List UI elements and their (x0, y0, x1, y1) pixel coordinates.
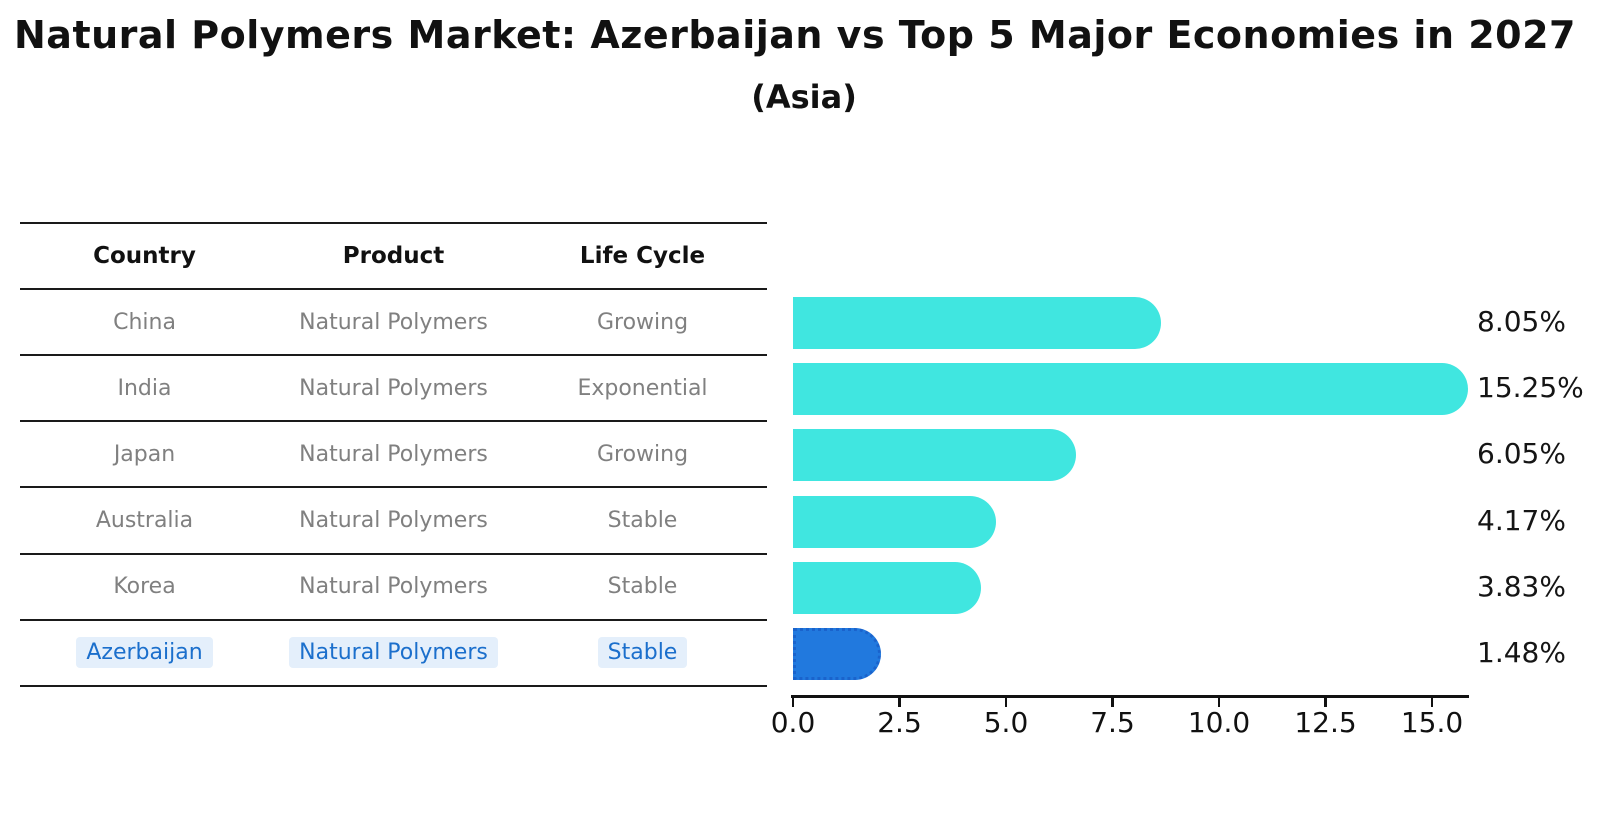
x-tick-mark-15.0 (1430, 697, 1434, 707)
x-tick-mark-2.5 (898, 697, 901, 707)
cell-product: Natural Polymers (269, 574, 518, 599)
bar-azerbaijan-highlight (793, 627, 882, 680)
cell-text: Japan (113, 441, 176, 467)
x-tick-label-15.0: 15.0 (1400, 706, 1464, 739)
table-row-azerbaijan: Azerbaijan Natural Polymers Stable (20, 621, 767, 687)
table-body: China Natural Polymers Growing India Natural… (20, 290, 767, 687)
cell-text: Exponential (577, 375, 708, 401)
cell-text: India (117, 375, 172, 401)
cell-product: Natural Polymers (269, 508, 518, 533)
bar-china (793, 297, 1161, 350)
column-header-life-cycle: Life Cycle (579, 243, 706, 269)
value-label-japan: 6.05% (1477, 437, 1566, 471)
value-label-australia: 4.17% (1477, 503, 1566, 537)
country-table: Country Product Life Cycle China Natural … (20, 222, 767, 687)
cell-text: Australia (95, 508, 194, 534)
column-header-product: Product (342, 243, 445, 269)
x-tick-mark-12.5 (1324, 697, 1327, 707)
cell-text: Natural Polymers (299, 574, 488, 600)
cell-text: Growing (596, 441, 689, 467)
cell-text: Natural Polymers (299, 309, 488, 335)
x-tick-mark-7.5 (1111, 697, 1114, 707)
cell-country: Azerbaijan (20, 637, 269, 669)
cell-life-cycle: Stable (518, 508, 767, 533)
table-row-australia: Australia Natural Polymers Stable (20, 488, 767, 555)
cell-country: Korea (20, 574, 269, 599)
cell-text: Korea (113, 574, 176, 600)
cell-country: India (20, 376, 269, 401)
x-tick-mark-5.0 (1004, 697, 1008, 707)
cell-product: Natural Polymers (269, 442, 518, 467)
cell-text: Stable (607, 508, 678, 534)
cell-country: China (20, 310, 269, 335)
cell-product: Natural Polymers (269, 310, 518, 335)
cell-text: China (113, 309, 176, 335)
table-row-korea: Korea Natural Polymers Stable (20, 555, 767, 621)
bar-korea (793, 561, 982, 614)
value-label-azerbaijan: 1.48% (1477, 635, 1566, 669)
cell-life-cycle: Stable (518, 637, 767, 669)
bar-australia (793, 495, 996, 548)
cell-life-cycle: Exponential (518, 376, 767, 401)
x-axis-line (791, 695, 1469, 698)
chart-title: Natural Polymers Market: Azerbaijan vs T… (14, 13, 1576, 57)
cell-text: Growing (596, 309, 689, 335)
cell-text: Natural Polymers (289, 637, 498, 669)
cell-product: Natural Polymers (269, 637, 518, 669)
cell-text: Stable (607, 574, 678, 600)
bar-japan (793, 429, 1076, 482)
x-tick-label-2.5: 2.5 (877, 706, 922, 739)
x-tick-mark-10.0 (1217, 697, 1221, 707)
x-tick-label-7.5: 7.5 (1090, 706, 1135, 739)
table-header-row: Country Product Life Cycle (20, 222, 767, 290)
x-tick-mark-0.0 (791, 697, 795, 707)
column-header-country: Country (93, 243, 196, 269)
table-row-india: India Natural Polymers Exponential (20, 356, 767, 423)
x-tick-label-12.5: 12.5 (1294, 706, 1357, 739)
cell-text: Natural Polymers (299, 441, 488, 467)
table-row-japan: Japan Natural Polymers Growing (20, 422, 767, 489)
chart-subtitle: (Asia) (751, 78, 857, 116)
cell-life-cycle: Stable (518, 574, 767, 599)
cell-life-cycle: Growing (518, 442, 767, 467)
value-label-korea: 3.83% (1477, 569, 1566, 603)
cell-product: Natural Polymers (269, 376, 518, 401)
x-tick-label-10.0: 10.0 (1187, 706, 1251, 739)
cell-text: Stable (597, 637, 688, 669)
cell-country: Australia (20, 508, 269, 533)
x-tick-label-0.0: 0.0 (770, 706, 816, 739)
cell-text: Natural Polymers (299, 375, 488, 401)
cell-life-cycle: Growing (518, 310, 767, 335)
value-label-india: 15.25% (1477, 371, 1584, 405)
x-tick-label-5.0: 5.0 (983, 706, 1029, 739)
bar-india (793, 363, 1468, 416)
cell-text: Natural Polymers (299, 508, 488, 534)
cell-country: Japan (20, 442, 269, 467)
cell-text: Azerbaijan (76, 637, 213, 669)
table-row-china: China Natural Polymers Growing (20, 290, 767, 357)
value-label-china: 8.05% (1477, 305, 1566, 339)
